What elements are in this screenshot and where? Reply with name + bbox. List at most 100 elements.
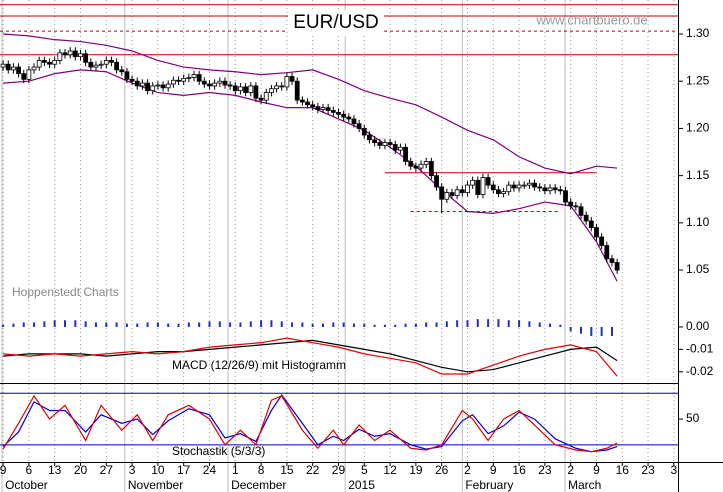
histogram-bar: [445, 321, 448, 327]
credit-label: Hoppenstedt Charts: [12, 285, 119, 299]
histogram-bar: [270, 320, 273, 327]
candle-body: [480, 177, 486, 195]
candle-body: [305, 101, 310, 106]
candle-body: [160, 84, 166, 89]
x-tick-label: 2: [464, 463, 471, 477]
histogram-bar: [218, 321, 221, 327]
candle-body: [501, 191, 506, 194]
candle-body: [62, 52, 68, 56]
histogram-bar: [94, 322, 97, 327]
x-tick-label: 8: [258, 463, 265, 477]
histogram-bar: [105, 322, 108, 327]
candle-body: [444, 192, 450, 200]
histogram-bar: [301, 322, 304, 327]
histogram-bar: [249, 321, 252, 327]
chart-title: EUR/USD: [293, 12, 379, 33]
histogram-bar: [332, 322, 335, 327]
histogram-bar: [322, 323, 325, 327]
candle-body: [284, 76, 290, 88]
month-label: 2015: [348, 478, 375, 492]
x-tick-label: 15: [280, 463, 294, 477]
candle-body: [294, 80, 300, 101]
histogram-bar: [229, 322, 232, 327]
candle-body: [78, 53, 83, 58]
x-tick-label: 27: [100, 463, 114, 477]
histogram-bar: [146, 322, 149, 327]
histogram-bar: [64, 320, 67, 327]
candle-body: [325, 107, 331, 111]
histogram-bar: [156, 322, 159, 327]
macd-panel: [2, 319, 618, 377]
candle-body: [465, 184, 470, 194]
histogram-bar: [414, 323, 417, 327]
y-tick-label: -0.01: [686, 342, 714, 356]
histogram-bar: [600, 326, 603, 336]
candle-body: [176, 79, 181, 82]
candle-body: [578, 206, 584, 216]
candle-body: [526, 182, 532, 186]
histogram-bar: [487, 319, 490, 327]
candle-body: [274, 85, 279, 90]
candle-body: [222, 80, 228, 86]
candle-body: [496, 189, 501, 194]
candle-body: [165, 83, 171, 89]
histogram-bar: [383, 324, 386, 327]
candle-body: [52, 60, 58, 65]
histogram-bar: [239, 322, 242, 327]
histogram-bar: [125, 323, 128, 327]
candle-body: [57, 52, 63, 61]
candle-body: [67, 50, 73, 56]
candle-body: [542, 187, 548, 192]
histogram-bar: [208, 321, 211, 327]
x-tick-label: 23: [538, 463, 552, 477]
source-label: www.chartbuero.de: [535, 12, 647, 27]
candle-body: [227, 84, 233, 87]
y-tick-label: 1.15: [686, 168, 710, 182]
grid-layer: [1, 0, 675, 492]
candle-body: [454, 189, 460, 196]
candle-body: [583, 214, 589, 222]
candle-body: [310, 104, 316, 108]
histogram-bar: [518, 320, 521, 327]
histogram-bar: [559, 324, 562, 327]
candle-body: [330, 110, 336, 113]
candle-body: [434, 175, 439, 188]
x-tick-label: 26: [435, 463, 449, 477]
candle-body: [475, 179, 481, 195]
candle-body: [248, 85, 254, 93]
y-tick-label: 1.05: [686, 262, 710, 276]
candle-body: [47, 61, 52, 65]
histogram-bar: [549, 323, 552, 327]
x-tick-label: 16: [512, 463, 526, 477]
series-line: [3, 33, 618, 175]
x-tick-label: 2: [567, 463, 574, 477]
histogram-bar: [260, 320, 263, 327]
candle-body: [506, 184, 512, 193]
candle-body: [243, 86, 249, 93]
candle-body: [537, 186, 543, 189]
candle-body: [98, 63, 104, 66]
candle-body: [408, 161, 414, 167]
candle-body: [336, 111, 341, 115]
candle-body: [279, 85, 285, 88]
macd-label: MACD (12/26/9) mit Histogramm: [172, 358, 346, 372]
candle-body: [459, 189, 465, 194]
histogram-bar: [136, 323, 139, 327]
y-tick-label: 0.00: [686, 319, 710, 333]
candle-body: [103, 60, 109, 65]
candle-body: [263, 92, 269, 101]
histogram-bar: [187, 322, 190, 327]
candle-body: [26, 69, 32, 80]
x-tick-label: 20: [74, 463, 88, 477]
candle-body: [109, 60, 114, 63]
candle-body: [155, 84, 161, 87]
candle-body: [93, 64, 99, 68]
candle-body: [0, 63, 6, 68]
x-tick-label: 9: [490, 463, 497, 477]
candle-body: [232, 85, 238, 92]
candle-body: [423, 161, 429, 165]
candle-body: [568, 201, 574, 207]
x-tick-label: 5: [361, 463, 368, 477]
